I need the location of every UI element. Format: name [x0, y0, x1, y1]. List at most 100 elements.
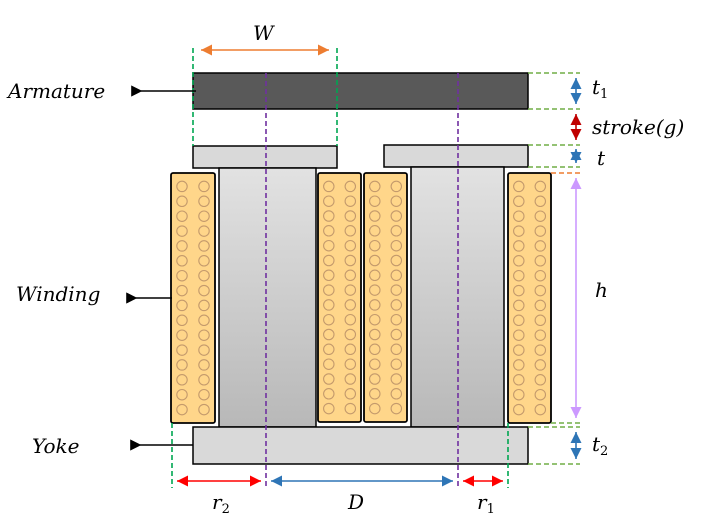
- conductor-turn: [176, 359, 188, 371]
- conductor-turn: [176, 374, 188, 386]
- conductor-turn: [390, 402, 403, 415]
- conductor-turn: [534, 180, 547, 193]
- coil-right-outer: [507, 172, 552, 424]
- conductor-turn: [323, 313, 335, 326]
- conductor-turn: [344, 269, 357, 282]
- conductor-turn: [390, 210, 403, 222]
- t1-label: t1: [592, 75, 608, 102]
- t2-sub: 2: [600, 444, 608, 459]
- conductor-turn: [369, 328, 381, 341]
- conductor-turn: [369, 402, 381, 415]
- conductor-turn: [323, 402, 335, 415]
- conductor-turn: [513, 329, 525, 341]
- conductor-turn: [344, 254, 357, 267]
- conductor-turn: [390, 388, 403, 400]
- conductor-turn: [369, 313, 381, 326]
- yoke-label: Yoke: [32, 434, 79, 458]
- conductor-turn: [198, 180, 210, 193]
- conductor-turn: [513, 344, 525, 356]
- t1-base: t: [592, 75, 601, 99]
- conductor-turn: [176, 284, 188, 297]
- r2-label: r2: [212, 490, 230, 517]
- conductor-turn: [534, 255, 547, 267]
- core-left: [218, 167, 317, 428]
- conductor-turn: [198, 403, 210, 416]
- conductor-turn: [176, 344, 188, 356]
- coil-left-inner: [317, 172, 362, 423]
- conductor-turn: [369, 225, 381, 237]
- r1-label: r1: [477, 490, 495, 517]
- conductor-turn: [513, 269, 525, 282]
- conductor-turn: [513, 403, 525, 416]
- conductor-turn: [390, 343, 403, 356]
- conductor-turn: [198, 329, 210, 341]
- conductor-turn: [344, 388, 357, 400]
- conductor-turn: [176, 403, 188, 416]
- conductor-turn: [513, 359, 525, 371]
- conductor-turn: [369, 180, 381, 193]
- conductor-turn: [534, 359, 547, 371]
- conductor-turn: [390, 299, 403, 311]
- conductor-turn: [369, 299, 381, 311]
- conductor-turn: [390, 269, 403, 282]
- conductor-turn: [390, 313, 403, 326]
- conductor-turn: [344, 328, 357, 341]
- conductor-turn: [534, 299, 547, 312]
- conductor-turn: [323, 239, 335, 252]
- conductor-turn: [323, 180, 335, 193]
- conductor-turn: [176, 180, 188, 193]
- conductor-turn: [198, 195, 210, 208]
- conductor-turn: [176, 255, 188, 267]
- conductor-turn: [390, 225, 403, 237]
- conductor-turn: [390, 239, 403, 252]
- conductor-turn: [369, 284, 381, 296]
- conductor-turn: [534, 344, 547, 356]
- conductor-turn: [369, 210, 381, 222]
- conductor-turn: [198, 269, 210, 282]
- r2-sub: 2: [222, 502, 230, 517]
- conductor-turn: [344, 299, 357, 311]
- d-label: D: [347, 490, 364, 514]
- conductor-turn: [513, 299, 525, 312]
- r2-base: r: [212, 490, 223, 514]
- conductor-turn: [534, 240, 547, 252]
- conductor-turn: [513, 180, 525, 193]
- coil-left-outer: [170, 172, 216, 424]
- conductor-turn: [369, 254, 381, 267]
- conductor-turn: [369, 269, 381, 282]
- conductor-turn: [198, 359, 210, 371]
- conductor-turn: [176, 314, 188, 327]
- conductor-turn: [344, 284, 357, 296]
- conductor-turn: [513, 195, 525, 208]
- conductor-turn: [323, 358, 335, 370]
- conductor-turn: [176, 210, 188, 222]
- stroke-label: stroke(g): [592, 115, 684, 139]
- conductor-turn: [198, 314, 210, 327]
- conductor-turn: [344, 402, 357, 415]
- conductor-turn: [323, 284, 335, 296]
- conductor-turn: [344, 313, 357, 326]
- conductor-turn: [323, 388, 335, 400]
- conductor-turn: [513, 210, 525, 222]
- conductor-turn: [534, 195, 547, 208]
- conductor-turn: [176, 240, 188, 252]
- armature-label: Armature: [6, 79, 105, 103]
- conductor-turn: [323, 225, 335, 237]
- conductor-turn: [323, 328, 335, 341]
- conductor-turn: [534, 329, 547, 341]
- conductor-turn: [390, 373, 403, 385]
- conductor-turn: [323, 210, 335, 222]
- conductor-turn: [534, 388, 547, 401]
- conductor-turn: [344, 195, 357, 207]
- conductor-turn: [323, 299, 335, 311]
- conductor-turn: [198, 225, 210, 237]
- conductor-turn: [534, 284, 547, 297]
- conductor-turn: [176, 269, 188, 282]
- conductor-turn: [513, 225, 525, 237]
- conductor-turn: [323, 343, 335, 356]
- conductor-turn: [198, 344, 210, 356]
- t2-label: t2: [592, 432, 608, 459]
- conductor-turn: [198, 374, 210, 386]
- yoke-plate: [192, 426, 529, 465]
